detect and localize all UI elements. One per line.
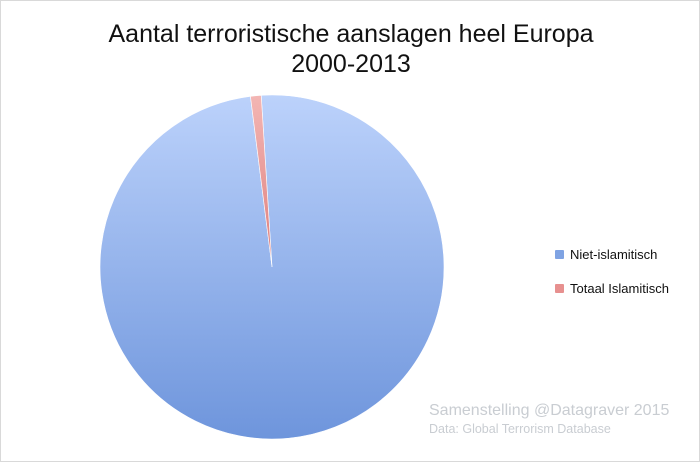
credit-line2: Data: Global Terrorism Database: [429, 422, 611, 436]
legend-swatch-niet-islamitisch: [555, 249, 564, 259]
credit-watermark: Samenstelling @Datagraver 2015 Data: Glo…: [429, 401, 669, 437]
legend-label-niet-islamitisch: Niet-islamitisch: [570, 246, 658, 262]
legend-label-totaal-islamitisch: Totaal Islamitisch: [570, 280, 669, 296]
chart-title-line1: Aantal terroristische aanslagen heel Eur…: [108, 20, 594, 48]
legend-swatch-totaal-islamitisch: [555, 283, 564, 293]
chart-title: Aantal terroristische aanslagen heel Eur…: [1, 19, 700, 79]
legend-item-niet-islamitisch: Niet-islamitisch: [555, 244, 669, 264]
legend: Niet-islamitisch Totaal Islamitisch: [555, 244, 669, 312]
credit-line1: Samenstelling @Datagraver 2015: [429, 402, 670, 419]
chart-subtitle: 2000-2013: [291, 50, 411, 78]
legend-item-totaal-islamitisch: Totaal Islamitisch: [555, 278, 669, 298]
pie-slice-totaal-islamitisch: [250, 95, 273, 268]
pie-slices: [99, 94, 445, 440]
